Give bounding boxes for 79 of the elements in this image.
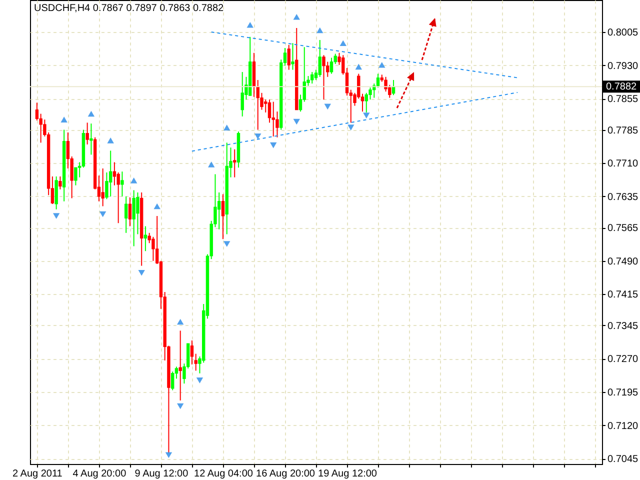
point <box>378 62 386 68</box>
x-tick-label: 19 Aug 12:00 <box>318 468 378 480</box>
point <box>270 142 277 148</box>
y-tick-label: 0.7785 <box>608 125 639 136</box>
point <box>355 64 362 70</box>
x-tick-label: 12 Aug 04:00 <box>194 468 254 480</box>
y-tick-label: 0.7415 <box>608 290 639 301</box>
point <box>138 270 145 276</box>
candlestick <box>124 196 128 234</box>
candlestick <box>364 92 368 113</box>
candlestick <box>218 192 221 230</box>
y-tick-label: 0.7195 <box>608 388 639 398</box>
y-tick-label: 0.7045 <box>608 454 639 466</box>
candlestick <box>240 72 244 117</box>
point <box>107 138 114 144</box>
point <box>254 134 262 140</box>
point <box>293 118 300 125</box>
point <box>88 110 95 117</box>
candlestick <box>291 42 294 70</box>
y-tick-label: 0.7710 <box>608 158 639 170</box>
candlestick <box>268 99 272 124</box>
x-tick-label: 2 Aug 2011 <box>12 468 63 480</box>
y-tick-label: 0.7345 <box>608 320 639 332</box>
y-tick-label: 0.7120 <box>608 420 639 432</box>
y-tick-label: 0.7270 <box>608 354 639 366</box>
point <box>224 241 230 247</box>
point <box>363 112 370 118</box>
candlestick <box>144 226 148 252</box>
point <box>348 124 354 130</box>
y-tick-label: 0.7635 <box>608 192 639 203</box>
x-tick-label: 16 Aug 20:00 <box>256 468 316 480</box>
point <box>52 213 60 219</box>
point <box>196 378 204 384</box>
x-tick-label: 4 Aug 20:00 <box>72 468 127 480</box>
candlestick <box>120 171 124 197</box>
y-tick-label: 0.7855 <box>608 94 639 106</box>
point <box>293 14 300 20</box>
candlestick <box>170 371 174 391</box>
point <box>324 104 331 110</box>
point <box>246 22 254 28</box>
candlestick <box>90 123 93 156</box>
point <box>154 203 160 210</box>
candlestick <box>58 176 62 190</box>
candlestick <box>54 176 58 210</box>
candlestick <box>310 72 314 84</box>
point <box>165 452 172 458</box>
y-tick-label: 0.7565 <box>608 223 639 234</box>
y-tick-label: 0.7490 <box>608 256 639 268</box>
x-tick-label: 9 Aug 12:00 <box>134 468 189 480</box>
candlestick <box>221 194 225 240</box>
chart-title: USDCHF,H4 0.7867 0.7897 0.7863 0.7882 <box>34 3 224 14</box>
candlestick <box>108 150 112 197</box>
point <box>99 211 106 218</box>
candlestick <box>86 122 89 145</box>
candlestick <box>330 57 334 74</box>
point <box>340 40 346 46</box>
candlestick <box>190 340 194 365</box>
y-tick-label: 0.8005 <box>608 28 639 38</box>
candlestick <box>128 196 132 227</box>
candlestick <box>112 162 116 186</box>
point <box>208 162 215 168</box>
candlestick <box>233 148 236 178</box>
point <box>60 116 68 122</box>
point <box>316 27 324 34</box>
candlestick <box>272 101 275 137</box>
candlestick <box>132 190 136 247</box>
candlestick <box>178 330 182 401</box>
y-tick-label: 0.7930 <box>608 60 639 72</box>
point <box>130 178 138 184</box>
candlestick <box>35 102 39 121</box>
candlestick <box>322 54 326 100</box>
candlestick <box>376 73 380 88</box>
ref-line-label: 0.7882 <box>606 82 638 93</box>
point <box>176 318 184 325</box>
candlestick <box>101 168 104 207</box>
candlestick <box>318 40 322 78</box>
candlestick <box>287 44 290 70</box>
point <box>224 124 230 130</box>
point <box>176 403 184 410</box>
